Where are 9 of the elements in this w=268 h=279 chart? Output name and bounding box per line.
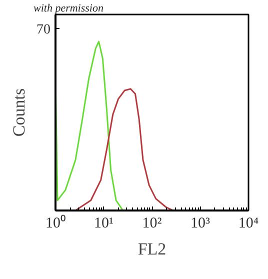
x-axis-title: FL2 [138, 240, 166, 258]
x-tick-label: 10² [142, 216, 162, 232]
x-tick-label: 10⁰ [46, 214, 66, 232]
x-tick-label: 10⁴ [238, 216, 259, 232]
text: with permission [34, 2, 104, 14]
text: 70 [36, 22, 50, 38]
x-tick-label: 10³ [190, 216, 210, 232]
y-axis-title: Counts [10, 88, 28, 137]
x-tick-label: 10¹ [94, 216, 114, 232]
